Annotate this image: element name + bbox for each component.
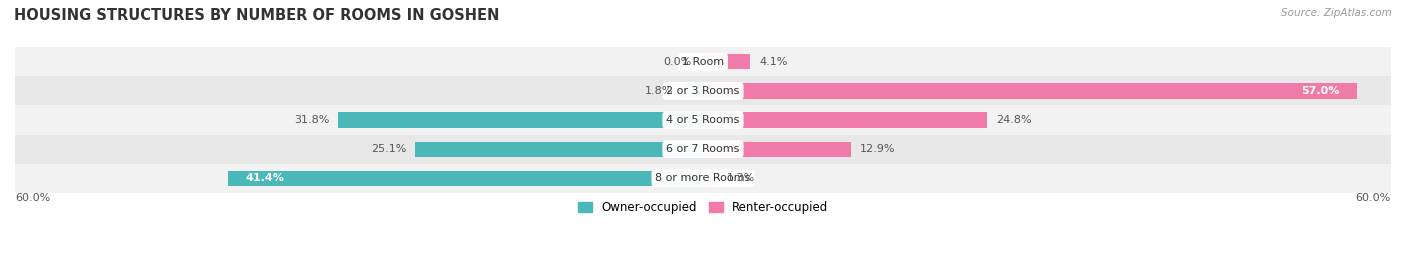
Text: 0.0%: 0.0%: [664, 57, 692, 67]
Legend: Owner-occupied, Renter-occupied: Owner-occupied, Renter-occupied: [572, 196, 834, 219]
Text: 1.8%: 1.8%: [645, 86, 673, 96]
Bar: [15, 76, 1391, 105]
Bar: [703, 171, 718, 186]
Text: 12.9%: 12.9%: [860, 144, 896, 154]
Bar: [703, 54, 749, 69]
Text: 31.8%: 31.8%: [294, 115, 329, 125]
Bar: [15, 134, 1391, 164]
Text: 4.1%: 4.1%: [759, 57, 787, 67]
Text: 4 or 5 Rooms: 4 or 5 Rooms: [666, 115, 740, 125]
Text: 25.1%: 25.1%: [371, 144, 406, 154]
Bar: [703, 83, 1357, 98]
Text: HOUSING STRUCTURES BY NUMBER OF ROOMS IN GOSHEN: HOUSING STRUCTURES BY NUMBER OF ROOMS IN…: [14, 8, 499, 23]
Text: Source: ZipAtlas.com: Source: ZipAtlas.com: [1281, 8, 1392, 18]
Bar: [15, 105, 1391, 134]
Text: 1.3%: 1.3%: [727, 173, 755, 183]
Bar: [228, 171, 703, 186]
Text: 60.0%: 60.0%: [1355, 193, 1391, 203]
Text: 6 or 7 Rooms: 6 or 7 Rooms: [666, 144, 740, 154]
Bar: [15, 164, 1391, 193]
Bar: [15, 47, 1391, 76]
Text: 60.0%: 60.0%: [15, 193, 51, 203]
Bar: [703, 141, 851, 157]
Text: 8 or more Rooms: 8 or more Rooms: [655, 173, 751, 183]
Bar: [682, 83, 703, 98]
Bar: [415, 141, 703, 157]
Bar: [339, 112, 703, 128]
Text: 1 Room: 1 Room: [682, 57, 724, 67]
Text: 2 or 3 Rooms: 2 or 3 Rooms: [666, 86, 740, 96]
Bar: [703, 112, 987, 128]
Text: 24.8%: 24.8%: [997, 115, 1032, 125]
Text: 41.4%: 41.4%: [246, 173, 284, 183]
Text: 57.0%: 57.0%: [1301, 86, 1340, 96]
